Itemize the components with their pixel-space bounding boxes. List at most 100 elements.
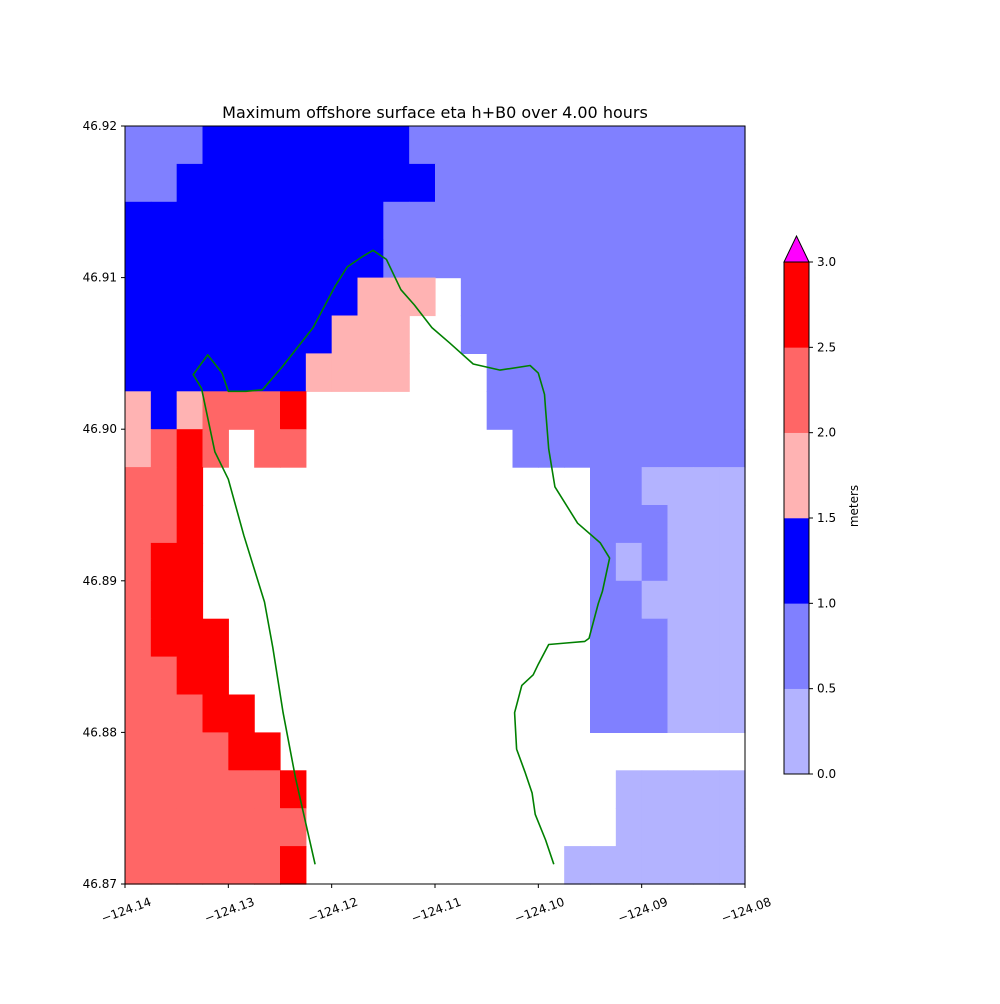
heatmap-cell bbox=[615, 391, 643, 430]
colorbar-tick-label: 2.5 bbox=[817, 340, 836, 354]
heatmap-cell bbox=[150, 542, 178, 582]
heatmap-cell bbox=[538, 277, 565, 317]
heatmap-cell bbox=[641, 505, 669, 544]
heatmap-cell bbox=[125, 770, 152, 809]
heatmap-cell bbox=[693, 201, 720, 241]
heatmap-cell bbox=[176, 846, 204, 885]
heatmap-cell bbox=[409, 239, 436, 279]
heatmap-cell bbox=[228, 770, 255, 809]
heatmap-cell bbox=[615, 126, 643, 165]
heatmap-cell bbox=[590, 656, 617, 696]
heatmap-cell bbox=[435, 163, 462, 203]
heatmap-cell bbox=[305, 163, 333, 203]
heatmap-cell bbox=[357, 163, 384, 203]
colorbar-segment bbox=[784, 603, 809, 689]
heatmap-cell bbox=[357, 353, 384, 392]
heatmap-cell bbox=[331, 126, 359, 165]
coastline-line bbox=[192, 249, 611, 865]
heatmap-cell bbox=[486, 277, 514, 317]
heatmap-cell bbox=[564, 277, 591, 317]
heatmap-cell bbox=[693, 505, 720, 544]
heatmap-cell bbox=[228, 277, 255, 317]
heatmap-cell bbox=[125, 618, 152, 658]
heatmap-cell bbox=[176, 467, 204, 506]
heatmap-cell bbox=[357, 201, 384, 241]
heatmap-cell bbox=[125, 580, 152, 620]
heatmap-cell bbox=[615, 808, 643, 847]
heatmap-cell bbox=[150, 467, 178, 506]
heatmap-cell bbox=[615, 618, 643, 658]
heatmap-cell bbox=[460, 126, 488, 165]
heatmap-cell bbox=[667, 542, 694, 582]
colorbar-tick-label: 3.0 bbox=[817, 255, 836, 269]
heatmap-cell bbox=[641, 126, 669, 165]
heatmap-cell bbox=[383, 163, 410, 203]
heatmap-cell bbox=[202, 239, 229, 279]
heatmap-cell bbox=[176, 542, 204, 582]
heatmap-cell bbox=[615, 542, 643, 582]
heatmap-cell bbox=[357, 315, 384, 354]
heatmap-cell bbox=[305, 201, 333, 241]
heatmap-cell bbox=[150, 391, 178, 430]
heatmap-cell bbox=[615, 163, 643, 203]
heatmap-cell bbox=[202, 846, 229, 885]
heatmap-cell bbox=[590, 391, 617, 430]
heatmap-cell bbox=[719, 239, 746, 279]
colorbar-label: meters bbox=[847, 485, 861, 527]
heatmap-cell bbox=[150, 126, 178, 165]
heatmap-cell bbox=[435, 201, 462, 241]
heatmap-cell bbox=[486, 201, 514, 241]
heatmap-cell bbox=[280, 353, 307, 392]
heatmap-cell bbox=[228, 126, 255, 165]
heatmap-cell bbox=[202, 694, 229, 733]
heatmap-cell bbox=[693, 580, 720, 620]
heatmap-cell bbox=[641, 239, 669, 279]
heatmap-cell bbox=[615, 239, 643, 279]
y-tick-label: 46.87 bbox=[83, 877, 117, 891]
heatmap-cell bbox=[125, 467, 152, 506]
heatmap-cell bbox=[693, 277, 720, 317]
heatmap-cell bbox=[667, 163, 694, 203]
heatmap-cell bbox=[150, 846, 178, 885]
heatmap-cell bbox=[435, 126, 462, 165]
heatmap-cell bbox=[590, 126, 617, 165]
colorbar-segment bbox=[784, 347, 809, 433]
heatmap-cell bbox=[254, 808, 281, 847]
heatmap-cell bbox=[202, 126, 229, 165]
heatmap-cell bbox=[564, 391, 591, 430]
heatmap-cell bbox=[512, 239, 539, 279]
heatmap-cell bbox=[254, 770, 281, 809]
heatmap-cell bbox=[150, 239, 178, 279]
heatmap-cell bbox=[719, 201, 746, 241]
heatmap-cell bbox=[590, 542, 617, 582]
colorbar-segment bbox=[784, 432, 809, 519]
heatmap-cell bbox=[693, 808, 720, 847]
heatmap-cell bbox=[590, 277, 617, 317]
heatmap-cell bbox=[176, 163, 204, 203]
heatmap-cell bbox=[590, 429, 617, 468]
heatmap-cell bbox=[176, 694, 204, 733]
heatmap-cell bbox=[125, 391, 152, 430]
heatmap-cell bbox=[125, 694, 152, 733]
heatmap-cell bbox=[564, 163, 591, 203]
heatmap-cell bbox=[641, 201, 669, 241]
heatmap-cells bbox=[125, 126, 746, 885]
heatmap-cell bbox=[202, 808, 229, 847]
heatmap-cell bbox=[125, 656, 152, 696]
heatmap-cell bbox=[254, 239, 281, 279]
heatmap-cell bbox=[615, 201, 643, 241]
heatmap-cell bbox=[693, 429, 720, 468]
colorbar-segment bbox=[784, 518, 809, 604]
heatmap-cell bbox=[383, 277, 410, 317]
heatmap-cell bbox=[202, 656, 229, 696]
heatmap-cell bbox=[150, 505, 178, 544]
heatmap-cell bbox=[486, 315, 514, 354]
heatmap-cell bbox=[228, 391, 255, 430]
heatmap-cell bbox=[538, 239, 565, 279]
heatmap-cell bbox=[280, 315, 307, 354]
heatmap-cell bbox=[564, 126, 591, 165]
heatmap-cell bbox=[150, 580, 178, 620]
heatmap-cell bbox=[228, 163, 255, 203]
heatmap-cell bbox=[512, 201, 539, 241]
heatmap-cell bbox=[667, 656, 694, 696]
